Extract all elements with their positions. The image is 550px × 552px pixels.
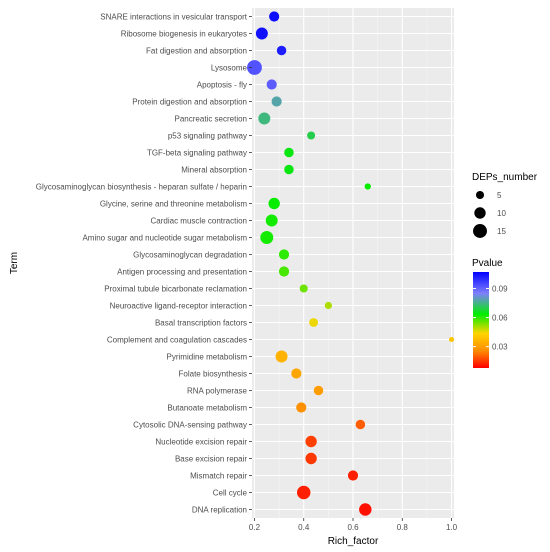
y-tick-label: DNA replication [192,506,247,515]
y-axis-title: Term [9,252,20,274]
y-tick-label: Protein digestion and absorption [132,98,247,107]
pvalue-legend-label: 0.06 [492,314,508,323]
grid-lines [252,8,454,518]
pvalue-legend-label: 0.09 [492,284,508,293]
data-point [275,350,288,363]
pvalue-legend-ticks: 0.09 0.06 0.03 [473,284,508,352]
data-point [247,60,262,75]
y-tick-label: Complement and coagulation cascades [107,336,247,345]
data-point [324,301,332,310]
y-tick-label: Folate biosynthesis [179,370,247,379]
data-point [347,470,359,481]
y-tick-label: Amino sugar and nucleotide sugar metabol… [82,234,247,243]
size-legend-label: 10 [497,209,506,218]
y-tick-label: Nucleotide excision repair [155,438,247,447]
x-tick-labels: 0.2 0.4 0.6 0.8 1.0 [249,518,458,532]
y-tick-label: Glycosaminoglycan biosynthesis - heparan… [36,183,247,192]
y-tick-label: Cardiac muscle contraction [151,217,247,226]
x-axis-title: Rich_factor [328,536,379,547]
x-tick-label: 0.6 [347,523,359,532]
y-tick-label: Basal transcription factors [155,319,247,328]
y-tick-label: Butanoate metabolism [167,404,247,413]
size-legend-label: 5 [497,191,502,200]
y-tick-label: Apoptosis - fly [197,81,247,90]
data-point [258,112,271,125]
pvalue-legend: Pvalue 0.09 0.06 0.03 [472,258,508,368]
y-tick-label: Lysosome [211,64,248,73]
size-legend-dot [474,207,486,219]
y-tick-label: Glycine, serine and threonine metabolism [100,200,248,209]
x-tick-label: 0.4 [298,523,310,532]
data-point [271,96,282,107]
data-point [291,368,302,379]
data-point [260,231,274,244]
y-tick-label: p53 signaling pathway [168,132,247,141]
data-point [313,385,324,396]
y-tick-label: Proximal tubule bicarbonate reclamation [104,285,247,294]
y-tick-label: Mismatch repair [190,472,247,481]
y-tick-label: Ribosome biogenesis in eukaryotes [121,30,247,39]
data-point [268,197,280,210]
size-legend-items: 5 10 15 [473,190,506,238]
y-tick-label: RNA polymerase [187,387,248,396]
data-point [278,266,290,277]
y-tick-label: Cytosolic DNA-sensing pathway [133,421,247,430]
data-point [305,435,317,448]
data-point [296,402,307,413]
y-tick-label: Base excision repair [175,455,247,464]
y-tick-label: Pancreatic secretion [175,115,247,124]
data-point [265,214,278,227]
y-tick-label: Antigen processing and presentation [117,268,247,277]
data-point [299,284,308,293]
y-tick-label: Glycosaminoglycan degradation [133,251,247,260]
data-point [255,27,268,40]
data-point [278,249,290,260]
y-tick-label: TGF-beta signaling pathway [147,149,247,158]
size-legend-dot [473,224,487,238]
data-point [266,79,277,90]
pvalue-legend-label: 0.03 [492,343,508,352]
y-tick-label: Mineral absorption [181,166,247,175]
data-point [269,11,280,22]
x-tick-label: 0.2 [249,523,261,532]
x-tick-label: 0.8 [397,523,409,532]
y-tick-label: SNARE interactions in vesicular transpor… [100,13,248,22]
y-tick-label: Cell cycle [213,489,248,498]
data-point [355,419,366,430]
data-point [448,336,455,343]
size-legend: DEPs_number 5 10 15 [472,172,538,238]
data-point [309,318,318,327]
data-point [276,45,287,56]
y-tick-label: Neuroactive ligand-receptor interaction [110,302,247,311]
size-legend-title: DEPs_number [472,172,538,183]
data-point [364,183,371,190]
data-points [247,11,455,516]
pvalue-colorbar [473,272,489,368]
data-point [296,485,311,500]
data-point [359,503,372,516]
y-tick-labels: SNARE interactions in vesicular transpor… [36,13,252,515]
data-point [284,147,294,158]
y-tick-label: Pyrimidine metabolism [167,353,248,362]
size-legend-label: 15 [497,227,506,236]
data-point [284,164,294,175]
x-tick-label: 1.0 [446,523,458,532]
data-point [307,131,316,140]
size-legend-dot [475,190,485,200]
data-point [305,452,317,465]
pvalue-legend-title: Pvalue [472,258,503,269]
y-tick-label: Fat digestion and absorption [146,47,247,56]
